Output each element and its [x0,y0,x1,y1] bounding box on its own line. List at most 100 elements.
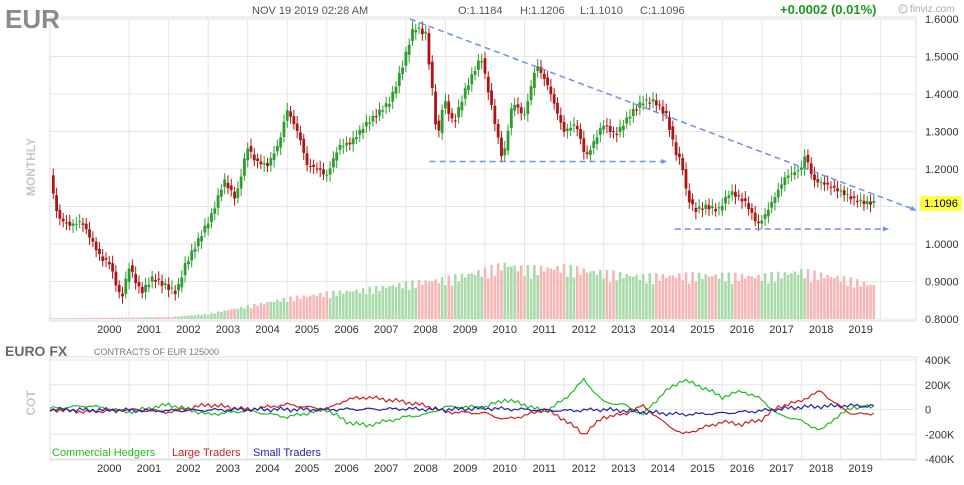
volume-bar [595,274,599,319]
price-y-tick-label: 1.5000 [925,52,959,64]
volume-bar [678,273,681,319]
candle-body [575,125,579,130]
volume-bar [638,280,642,319]
candle-body [259,161,263,165]
volume-bar [711,276,714,319]
candle-body [361,129,365,134]
volume-bar [836,275,839,319]
candle-body [272,153,276,160]
candle-body [444,100,447,109]
volume-bar [411,280,414,319]
candle-body [615,133,619,136]
candle-body [645,99,648,101]
candle-body [239,176,243,189]
candle-body [187,261,190,265]
candle-body [117,284,121,293]
candle-body [631,108,635,117]
candle-body [503,148,507,156]
cot-x-tick-label: 2010 [493,463,517,475]
candle-body [654,100,658,106]
price-x-tick-label: 2019 [848,324,872,336]
trendline-arrow-1 [661,158,667,165]
candle-body [714,208,718,212]
volume-bar [374,285,378,319]
candle-body [661,106,665,114]
volume-bar [763,273,767,319]
candle-body [572,124,576,126]
volume-bar [628,275,632,319]
candle-body [437,120,441,131]
volume-bar [272,301,276,319]
candle-body [450,113,454,119]
price-y-tick-label: 1.0000 [925,239,959,251]
cot-x-tick-label: 2004 [255,463,279,475]
cot-x-tick-label: 2006 [334,463,358,475]
candle-body [127,268,131,283]
volume-bar [496,263,500,319]
candle-body [592,141,596,148]
volume-bar [823,278,826,319]
candle-body [842,190,846,196]
candle-body [569,127,573,131]
candle-body [173,290,177,295]
candle-body [94,241,98,251]
volume-bar [127,317,131,319]
finviz-logo-icon[interactable] [898,4,908,14]
volume-bar [513,265,516,319]
candle-body [598,128,602,135]
last-price-value: 1.1096 [924,198,958,210]
volume-bar [253,303,256,319]
candle-body [302,138,306,153]
candle-body [78,221,82,223]
candle-body [397,73,401,87]
volume-bar [365,294,368,319]
volume-bar [348,291,352,319]
volume-bar [332,290,335,319]
volume-bar [167,316,170,319]
volume-bar [615,280,619,319]
candle-body [338,144,342,150]
candle-body [750,208,754,213]
price-x-tick-label: 2013 [611,324,635,336]
candle-body [608,125,612,133]
candle-body [101,256,105,262]
volume-bar [813,270,816,319]
cot-x-tick-label: 2001 [137,463,161,475]
candle-body [275,145,279,152]
volume-bar [131,317,134,319]
cot-x-tick-label: 2008 [413,463,437,475]
volume-bar [318,292,322,319]
volume-bar [832,278,836,319]
price-x-tick-label: 2011 [532,324,556,336]
candle-body [203,225,207,233]
price-x-tick-label: 2006 [334,324,358,336]
candle-body [730,191,734,196]
candle-body [677,153,681,158]
volume-bar [157,317,161,319]
volume-bar [625,274,628,319]
timeframe-label: MONTHLY [24,138,38,196]
volume-bar [516,271,520,319]
cot-y-ticks: 400K 200K 0 -200K -400K [925,355,955,466]
volume-bar [68,318,72,319]
candle-body [216,195,220,208]
volume-bar [753,278,757,319]
volume-bar [819,272,823,319]
candle-body [671,126,675,140]
volume-bar [803,278,806,319]
volume-bar [98,317,101,319]
volume-bar [246,305,250,319]
candle-body [621,125,625,131]
volume-bar [407,290,411,319]
volume-bar [730,284,734,319]
brand-label[interactable]: finviz.com [910,4,954,15]
candle-body [533,72,536,88]
candle-body [348,142,352,145]
price-x-tick-label: 2007 [374,324,398,336]
volume-bar [55,318,58,319]
volume-bar [312,294,315,319]
candle-body [542,73,546,79]
volume-bar [229,309,233,319]
volume-bars [48,262,876,319]
candle-body [846,194,849,196]
